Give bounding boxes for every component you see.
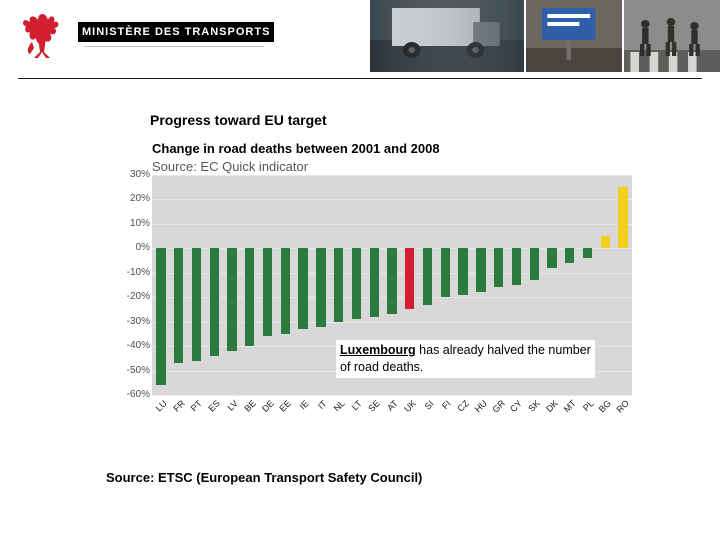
- xtick-label: PL: [581, 398, 596, 413]
- xtick-label: DE: [260, 398, 276, 414]
- header-divider: [18, 78, 702, 79]
- xtick-label: SE: [367, 398, 383, 414]
- xtick-label: EE: [278, 398, 294, 414]
- bar: [156, 248, 165, 385]
- annotation-note: Luxembourg has already halved the number…: [336, 340, 595, 378]
- xtick-label: IE: [298, 398, 311, 411]
- bar: [494, 248, 503, 287]
- annotation-line2: of road deaths.: [340, 359, 591, 376]
- logo: [18, 8, 66, 62]
- bar: [263, 248, 272, 336]
- xtick-label: AT: [385, 398, 400, 413]
- xtick-label: UK: [402, 398, 418, 414]
- bar: [583, 248, 592, 258]
- xtick-label: IT: [316, 398, 329, 411]
- bar: [245, 248, 254, 346]
- ytick-label: -30%: [110, 316, 150, 327]
- bar: [227, 248, 236, 351]
- chart-source-line: Source: EC Quick indicator: [152, 159, 308, 174]
- bar: [423, 248, 432, 304]
- xtick-label: BG: [597, 398, 613, 414]
- xtick-label: BE: [242, 398, 258, 414]
- xtick-label: CZ: [455, 398, 471, 414]
- bar: [334, 248, 343, 321]
- ytick-label: -40%: [110, 340, 150, 351]
- chart-title: Change in road deaths between 2001 and 2…: [152, 141, 440, 156]
- xtick-label: FR: [171, 398, 187, 414]
- bar: [192, 248, 201, 360]
- gridline: [152, 322, 632, 323]
- xtick-label: SI: [422, 398, 435, 411]
- ytick-label: 30%: [110, 169, 150, 180]
- xtick-label: LV: [225, 398, 239, 412]
- xtick-label: ES: [207, 398, 223, 414]
- ytick-label: 0%: [110, 242, 150, 253]
- ytick-label: -10%: [110, 267, 150, 278]
- photo-strip: [370, 0, 720, 72]
- ministry-underline: [84, 46, 264, 47]
- xtick-label: DK: [544, 398, 560, 414]
- lion-icon: [18, 8, 66, 62]
- gridline: [152, 395, 632, 396]
- header: MINISTÈRE DES TRANSPORTS: [0, 0, 720, 85]
- annotation-line1: Luxembourg has already halved the number: [340, 342, 591, 359]
- bar: [458, 248, 467, 294]
- bar: [298, 248, 307, 329]
- xtick-label: CY: [508, 398, 524, 414]
- ytick-label: -60%: [110, 389, 150, 400]
- bar: [601, 236, 610, 248]
- ytick-label: -50%: [110, 365, 150, 376]
- bar: [476, 248, 485, 292]
- xtick-label: NL: [331, 398, 346, 413]
- gridline: [152, 224, 632, 225]
- xtick-label: PT: [189, 398, 204, 413]
- photo-sign: [524, 0, 622, 72]
- xtick-label: LU: [154, 398, 169, 413]
- bar: [316, 248, 325, 326]
- bar: [565, 248, 574, 263]
- bar: [547, 248, 556, 268]
- xtick-label: SK: [527, 398, 543, 414]
- ytick-label: -20%: [110, 291, 150, 302]
- bar: [370, 248, 379, 316]
- bar: [281, 248, 290, 334]
- bar: [387, 248, 396, 314]
- bar: [512, 248, 521, 285]
- ytick-label: 20%: [110, 193, 150, 204]
- bar: [618, 187, 627, 248]
- xtick-label: GR: [490, 398, 507, 415]
- xtick-label: HU: [473, 398, 489, 414]
- bar: [352, 248, 361, 319]
- ministry-label: MINISTÈRE DES TRANSPORTS: [78, 22, 274, 42]
- bar: [210, 248, 219, 356]
- slide-title: Progress toward EU target: [150, 112, 327, 128]
- gridline: [152, 175, 632, 176]
- xtick-label: FI: [440, 398, 453, 411]
- bar: [441, 248, 450, 297]
- photo-pedestrians: [622, 0, 720, 72]
- bar: [530, 248, 539, 280]
- ministry-text: MINISTÈRE DES TRANSPORTS: [82, 26, 270, 38]
- photo-truck: [370, 0, 524, 72]
- xtick-label: RO: [615, 398, 632, 415]
- xtick-label: MT: [561, 398, 577, 414]
- chart-area: Change in road deaths between 2001 and 2…: [92, 145, 640, 445]
- bar: [405, 248, 414, 309]
- gridline: [152, 199, 632, 200]
- xtick-label: LT: [350, 398, 364, 412]
- footer-source: Source: ETSC (European Transport Safety …: [106, 470, 422, 485]
- ytick-label: 10%: [110, 218, 150, 229]
- bar: [174, 248, 183, 363]
